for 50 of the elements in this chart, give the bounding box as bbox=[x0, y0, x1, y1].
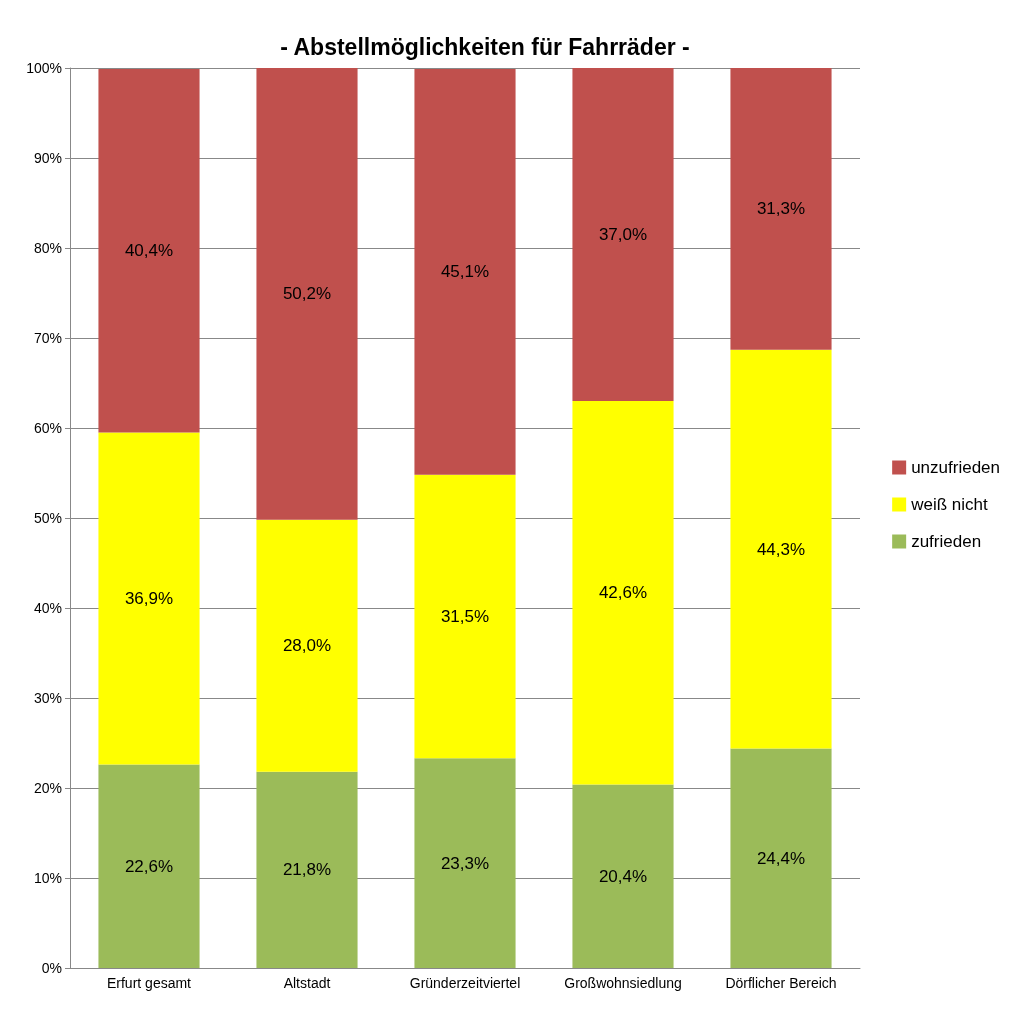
data-label: 22,6% bbox=[124, 856, 174, 876]
x-tick-label: Altstadt bbox=[283, 975, 331, 991]
y-tick-label: 80% bbox=[33, 240, 62, 256]
bar bbox=[414, 758, 516, 968]
chart-title: - Abstellmöglichkeiten für Fahrräder - bbox=[280, 33, 690, 60]
y-tick-label: 70% bbox=[33, 330, 62, 346]
bar bbox=[98, 68, 200, 433]
data-label: 45,1% bbox=[440, 262, 490, 282]
bar bbox=[730, 349, 832, 749]
legend-label: unzufrieden bbox=[911, 458, 1000, 477]
bar bbox=[98, 432, 200, 765]
bar bbox=[256, 519, 358, 772]
y-tick-label: 0% bbox=[41, 960, 62, 976]
data-label: 44,3% bbox=[756, 539, 806, 559]
bar bbox=[730, 68, 832, 350]
bar bbox=[414, 474, 516, 759]
bar bbox=[572, 68, 674, 401]
data-label: 40,4% bbox=[124, 241, 174, 261]
data-label: 28,0% bbox=[282, 636, 332, 656]
x-tick-label: Erfurt gesamt bbox=[106, 975, 192, 991]
legend-label: weiß nicht bbox=[910, 495, 988, 514]
data-label: 23,3% bbox=[440, 853, 490, 873]
bar bbox=[572, 784, 674, 968]
data-label: 20,4% bbox=[598, 866, 648, 886]
bar bbox=[256, 68, 358, 520]
bar bbox=[730, 748, 832, 968]
data-label: 42,6% bbox=[598, 583, 648, 603]
data-label: 21,8% bbox=[282, 860, 332, 880]
x-tick-label: Gründerzeitviertel bbox=[409, 975, 521, 991]
data-label: 31,5% bbox=[440, 607, 490, 627]
legend-label: zufrieden bbox=[911, 532, 982, 551]
data-label: 50,2% bbox=[282, 284, 332, 304]
bar bbox=[414, 68, 516, 475]
data-label: 37,0% bbox=[598, 225, 648, 244]
data-label: 36,9% bbox=[124, 589, 174, 609]
bar bbox=[572, 401, 674, 785]
y-tick-label: 10% bbox=[33, 870, 62, 886]
y-tick-label: 40% bbox=[33, 600, 62, 616]
y-tick-label: 100% bbox=[26, 60, 62, 76]
x-tick-label: Großwohnsiedlung bbox=[564, 975, 682, 991]
data-label: 31,3% bbox=[756, 199, 806, 219]
y-tick-label: 90% bbox=[33, 150, 62, 166]
y-tick-label: 30% bbox=[33, 690, 62, 706]
data-label: 24,4% bbox=[756, 848, 806, 868]
y-tick-label: 50% bbox=[33, 510, 62, 526]
y-tick-label: 20% bbox=[33, 780, 62, 796]
y-tick-label: 60% bbox=[33, 420, 62, 436]
bar bbox=[98, 764, 200, 968]
bar bbox=[256, 771, 358, 968]
x-tick-label: Dörflicher Bereich bbox=[725, 975, 837, 991]
